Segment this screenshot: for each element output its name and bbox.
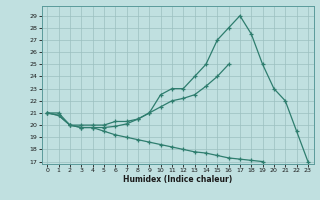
X-axis label: Humidex (Indice chaleur): Humidex (Indice chaleur) [123,175,232,184]
